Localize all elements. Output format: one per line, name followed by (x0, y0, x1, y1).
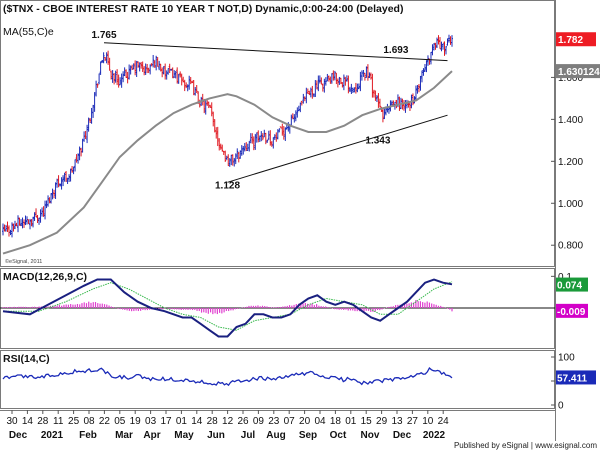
x-day-label: 10 (422, 416, 434, 427)
x-month-label: May (174, 430, 194, 441)
ma-indicator-label: MA(55,C)e (3, 26, 54, 38)
ma-value-badge (556, 64, 600, 79)
x-month-label: Apr (143, 430, 160, 441)
x-day-label: 01 (345, 416, 357, 427)
x-day-label: 28 (37, 416, 49, 427)
x-day-label: 13 (391, 416, 403, 427)
last-price-badge (556, 32, 596, 47)
price-y-tick-label: 1.400 (558, 115, 583, 126)
x-day-label: 08 (83, 416, 95, 427)
x-day-label: 20 (299, 416, 311, 427)
x-day-label: 12 (222, 416, 234, 427)
x-month-label: Nov (361, 430, 380, 441)
x-day-label: 15 (361, 416, 373, 427)
price-annotation: 1.128 (215, 180, 240, 191)
x-month-label: Dec (9, 430, 28, 441)
macd-signal-line (3, 281, 453, 331)
x-day-label: 09 (253, 416, 265, 427)
x-day-label: 22 (99, 416, 111, 427)
rsi-panel (0, 350, 555, 409)
macd-line (2, 278, 453, 338)
macd-layer: 0.10.074 -0.009 (0, 272, 588, 338)
x-day-label: 07 (284, 416, 296, 427)
x-month-label: 2021 (41, 430, 64, 441)
x-day-label: 23 (268, 416, 280, 427)
x-month-label: Jun (207, 430, 225, 441)
x-month-label: Feb (79, 430, 97, 441)
macd-value-label: -0.009 (557, 307, 586, 318)
price-annotation: 1.765 (92, 30, 117, 41)
price-y-tick-label: 1.200 (558, 157, 583, 168)
trendline (103, 42, 448, 62)
x-month-label: Oct (330, 430, 347, 441)
x-day-label: 03 (145, 416, 157, 427)
price-y-tick-label: 0.800 (558, 241, 583, 252)
ma-value-label: 1.630124 (558, 67, 600, 78)
x-day-label: 11 (53, 416, 64, 427)
x-day-label: 01 (176, 416, 188, 427)
ma-line (2, 70, 453, 255)
x-month-label: Mar (115, 430, 133, 441)
x-day-label: 18 (330, 416, 342, 427)
price-y-tick-label: 1.600 (558, 73, 583, 84)
x-day-label: 26 (237, 416, 249, 427)
macd-value-badge (556, 303, 588, 318)
price-annotation: 1.693 (383, 45, 408, 56)
x-month-label: Dec (393, 430, 412, 441)
x-axis: 30 14 28 11 25 08 22 05 19 03 17 01 14 28 12 26 09 23 07 20… (6, 410, 449, 441)
rsi-label: RSI(14,C) (3, 353, 50, 365)
rsi-y-tick-label: 100 (558, 353, 575, 364)
x-month-label: Jul (241, 430, 256, 441)
rsi-value-badge (556, 370, 596, 385)
macd-y-tick-label: 0.1 (558, 272, 572, 283)
x-day-label: 28 (207, 416, 219, 427)
chart-title: ($TNX - CBOE INTEREST RATE 10 YEAR T NOT… (3, 3, 403, 15)
macd-value-badge (556, 277, 588, 292)
esignal-watermark: ©eSignal, 2011 (5, 258, 42, 265)
price-y-tick-label: 1.000 (558, 199, 583, 210)
x-day-label: 14 (22, 416, 34, 427)
x-day-label: 27 (407, 416, 419, 427)
macd-label: MACD(12,26,9,C) (3, 271, 87, 283)
x-day-label: 25 (68, 416, 80, 427)
price-annotation: 1.343 (365, 135, 390, 146)
macd-value-label: 0.074 (557, 281, 582, 292)
x-day-label: 04 (314, 416, 326, 427)
last-price-label: 1.782 (558, 35, 583, 46)
rsi-value-label: 57.411 (557, 373, 587, 384)
trendline (227, 114, 448, 183)
x-day-label: 24 (438, 416, 450, 427)
price-panel (0, 0, 555, 267)
rsi-y-tick-label: 0 (558, 401, 564, 412)
rsi-line (2, 366, 453, 387)
x-day-label: 05 (114, 416, 126, 427)
x-day-label: 14 (191, 416, 203, 427)
price-layer: 0.800 1.000 1.200 1.400 1.600 1.765 1.693 1.128… (2, 30, 600, 255)
x-day-label: 29 (376, 416, 388, 427)
publisher-footer: Published by eSignal | www.esignal.com (454, 441, 597, 450)
x-day-label: 19 (130, 416, 142, 427)
x-month-label: Aug (266, 430, 285, 441)
rsi-layer: 10050057.411 (2, 353, 596, 412)
x-month-label: Sep (299, 430, 317, 441)
x-day-label: 30 (6, 416, 18, 427)
x-day-label: 17 (160, 416, 172, 427)
x-month-label: 2022 (423, 430, 446, 441)
